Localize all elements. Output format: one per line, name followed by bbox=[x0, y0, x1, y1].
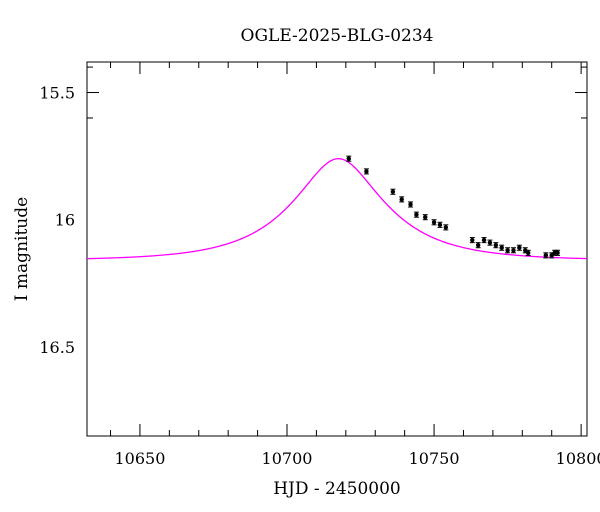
point-marker bbox=[437, 222, 443, 228]
data-point bbox=[516, 244, 522, 251]
data-point bbox=[481, 237, 487, 244]
point-marker bbox=[431, 220, 437, 225]
data-point bbox=[363, 168, 369, 175]
data-point bbox=[443, 224, 449, 231]
x-tick-label: 10700 bbox=[262, 449, 313, 468]
point-marker bbox=[399, 197, 404, 202]
data-point bbox=[475, 242, 481, 249]
data-point bbox=[505, 247, 511, 254]
x-tick-label: 10750 bbox=[409, 449, 460, 468]
point-marker bbox=[481, 237, 487, 243]
data-point bbox=[399, 196, 405, 203]
y-tick-label: 16 bbox=[55, 211, 75, 230]
data-point bbox=[408, 201, 414, 208]
point-marker bbox=[523, 248, 528, 253]
point-marker bbox=[525, 250, 531, 256]
point-marker bbox=[555, 250, 560, 256]
data-point bbox=[437, 221, 443, 228]
point-marker bbox=[443, 225, 449, 230]
y-axis-label: I magnitude bbox=[12, 197, 32, 301]
point-marker bbox=[470, 237, 475, 243]
x-tick-label: 10800 bbox=[556, 449, 600, 468]
point-marker bbox=[505, 248, 510, 253]
point-marker bbox=[390, 189, 396, 194]
point-marker bbox=[346, 156, 351, 161]
data-point bbox=[390, 188, 396, 195]
data-point bbox=[493, 242, 499, 249]
point-marker bbox=[549, 253, 554, 258]
data-point bbox=[487, 239, 493, 246]
point-marker bbox=[414, 212, 419, 217]
point-marker bbox=[408, 202, 413, 207]
data-point bbox=[510, 247, 516, 254]
point-marker bbox=[511, 248, 516, 253]
axis-ticks bbox=[87, 62, 587, 436]
point-marker bbox=[493, 242, 499, 248]
point-marker bbox=[475, 242, 481, 248]
point-marker bbox=[543, 253, 549, 258]
chart-title: OGLE-2025-BLG-0234 bbox=[241, 26, 434, 46]
x-axis-label: HJD - 2450000 bbox=[273, 479, 401, 499]
x-tick-label: 10650 bbox=[114, 449, 165, 468]
y-tick-label: 15.5 bbox=[39, 84, 75, 103]
data-point bbox=[413, 211, 419, 218]
data-point bbox=[549, 252, 555, 259]
data-point bbox=[555, 249, 561, 256]
data-point bbox=[469, 237, 475, 244]
tick-labels: 10650 10700 10750 10800 15.5 16 16.5 bbox=[39, 84, 600, 468]
point-marker bbox=[517, 245, 522, 250]
data-point bbox=[346, 155, 352, 162]
data-point bbox=[543, 252, 549, 259]
data-points bbox=[346, 155, 561, 259]
point-marker bbox=[487, 240, 493, 245]
data-point bbox=[422, 214, 428, 221]
data-point bbox=[499, 244, 505, 251]
point-marker bbox=[423, 214, 428, 220]
plot-frame bbox=[86, 61, 588, 437]
data-point bbox=[525, 249, 531, 256]
data-point bbox=[431, 219, 437, 226]
point-marker bbox=[499, 245, 504, 250]
point-marker bbox=[364, 169, 369, 174]
y-tick-label: 16.5 bbox=[39, 338, 75, 357]
model-curve bbox=[86, 158, 588, 260]
